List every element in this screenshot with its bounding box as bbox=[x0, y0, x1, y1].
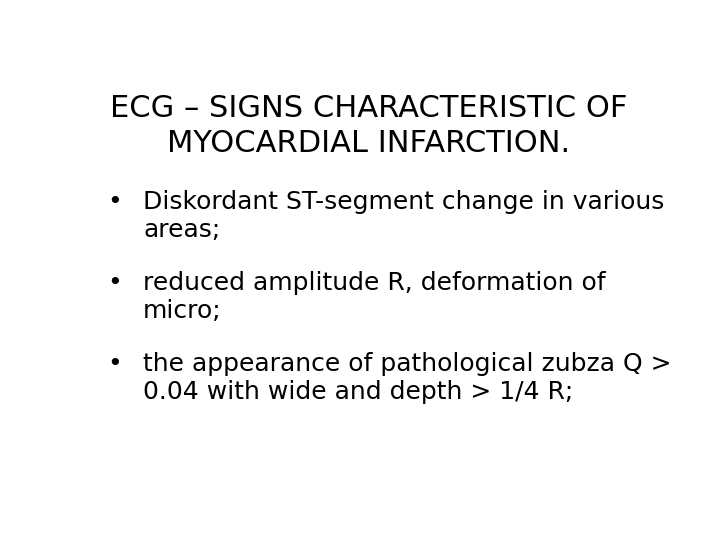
Text: •: • bbox=[108, 352, 122, 376]
Text: reduced amplitude R, deformation of
micro;: reduced amplitude R, deformation of micr… bbox=[143, 271, 606, 323]
Text: the appearance of pathological zubza Q >
0.04 with wide and depth > 1/4 R;: the appearance of pathological zubza Q >… bbox=[143, 352, 672, 404]
Text: •: • bbox=[108, 190, 122, 213]
Text: ECG – SIGNS CHARACTERISTIC OF
MYOCARDIAL INFARCTION.: ECG – SIGNS CHARACTERISTIC OF MYOCARDIAL… bbox=[110, 94, 628, 158]
Text: •: • bbox=[108, 271, 122, 295]
Text: Diskordant ST-segment change in various
areas;: Diskordant ST-segment change in various … bbox=[143, 190, 665, 242]
